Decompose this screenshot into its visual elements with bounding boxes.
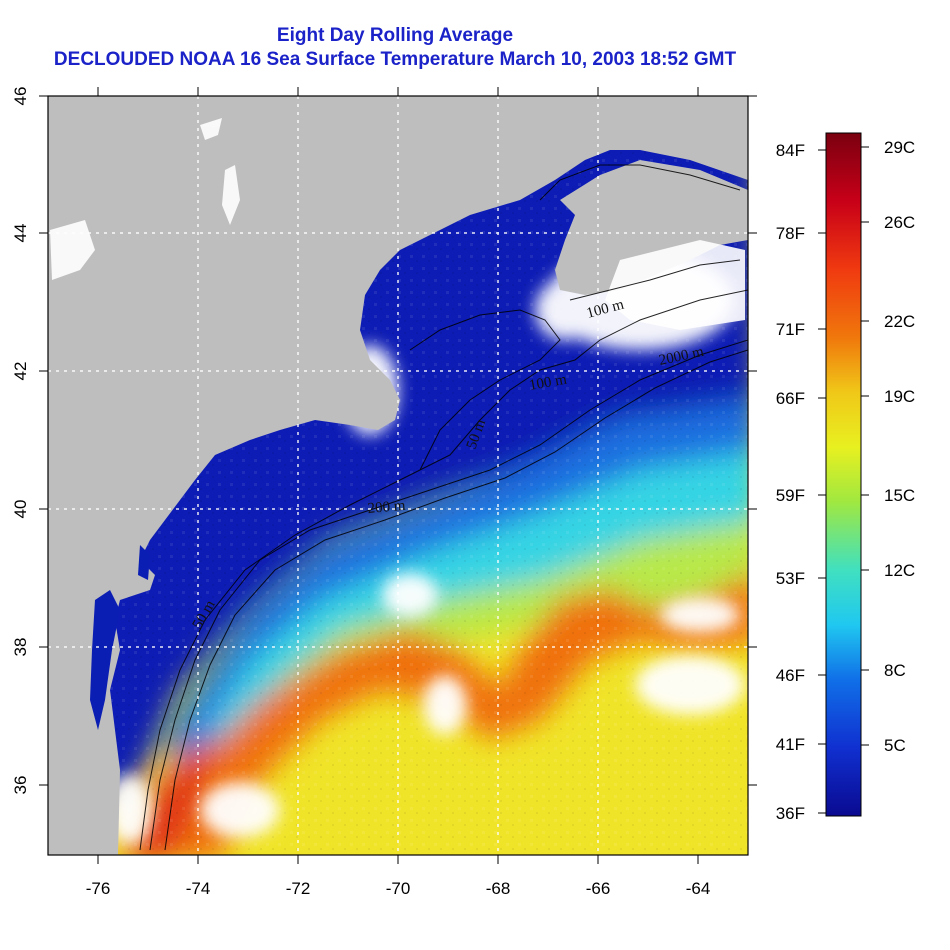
graticule bbox=[48, 96, 748, 855]
celsius-label: 22C bbox=[884, 312, 915, 331]
fahrenheit-label: 36F bbox=[776, 804, 805, 823]
contour-label: 200 m bbox=[367, 498, 406, 517]
fahrenheit-label: 41F bbox=[776, 735, 805, 754]
x-tick-label: -68 bbox=[486, 879, 511, 898]
chart-subtitle: DECLOUDED NOAA 16 Sea Surface Temperatur… bbox=[53, 49, 737, 70]
x-tick-label: -64 bbox=[686, 879, 711, 898]
y-tick-label: 42 bbox=[11, 362, 30, 381]
y-tick-label: 36 bbox=[11, 776, 30, 795]
celsius-label: 15C bbox=[884, 486, 915, 505]
y-tick-label: 46 bbox=[11, 87, 30, 106]
celsius-label: 26C bbox=[884, 213, 915, 232]
colorbar bbox=[825, 132, 862, 817]
fahrenheit-label: 84F bbox=[776, 141, 805, 160]
celsius-label: 5C bbox=[884, 736, 906, 755]
contour-label: 100 m bbox=[528, 372, 568, 394]
chart-title: Eight Day Rolling Average bbox=[276, 25, 514, 46]
bathymetry-contours bbox=[139, 164, 748, 851]
y-tick-label: 40 bbox=[11, 500, 30, 519]
y-tick-label: 44 bbox=[11, 224, 30, 243]
sst-field: 100 m 2000 m 100 m 50 m 200 m 50 m bbox=[48, 96, 748, 855]
x-tick-label: -72 bbox=[286, 879, 311, 898]
celsius-label: 19C bbox=[884, 387, 915, 406]
fahrenheit-label: 46F bbox=[776, 666, 805, 685]
fahrenheit-label: 53F bbox=[776, 569, 805, 588]
x-tick-label: -70 bbox=[386, 879, 411, 898]
y-tick-label: 38 bbox=[11, 638, 30, 657]
fahrenheit-label: 66F bbox=[776, 389, 805, 408]
celsius-label: 29C bbox=[884, 138, 915, 157]
fahrenheit-label: 71F bbox=[776, 320, 805, 339]
x-tick-label: -74 bbox=[186, 879, 211, 898]
fahrenheit-label: 78F bbox=[776, 224, 805, 243]
x-tick-label: -76 bbox=[86, 879, 111, 898]
celsius-label: 12C bbox=[884, 561, 915, 580]
celsius-label: 8C bbox=[884, 661, 906, 680]
x-tick-label: -66 bbox=[586, 879, 611, 898]
fahrenheit-label: 59F bbox=[776, 486, 805, 505]
